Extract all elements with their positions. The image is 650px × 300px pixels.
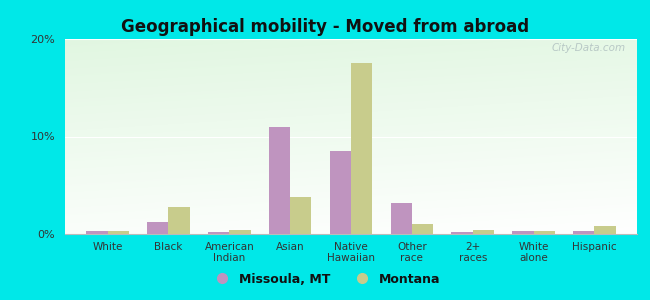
Bar (451, 232, 473, 234)
Bar (512, 231, 534, 234)
Legend: Missoula, MT, Montana: Missoula, MT, Montana (204, 268, 446, 291)
Bar (147, 222, 168, 234)
Text: City-Data.com: City-Data.com (551, 43, 625, 53)
Bar (208, 232, 229, 234)
Bar (168, 207, 190, 234)
Bar (473, 230, 494, 234)
Bar (86, 231, 108, 234)
Bar (351, 63, 372, 234)
Text: Geographical mobility - Moved from abroad: Geographical mobility - Moved from abroa… (121, 18, 529, 36)
Bar (573, 231, 594, 234)
Bar (594, 226, 616, 234)
Bar (290, 197, 311, 234)
Bar (534, 231, 555, 234)
Bar (229, 230, 251, 234)
Bar (412, 224, 433, 234)
Bar (330, 151, 351, 234)
Bar (269, 127, 290, 234)
Bar (391, 203, 412, 234)
Bar (108, 231, 129, 234)
